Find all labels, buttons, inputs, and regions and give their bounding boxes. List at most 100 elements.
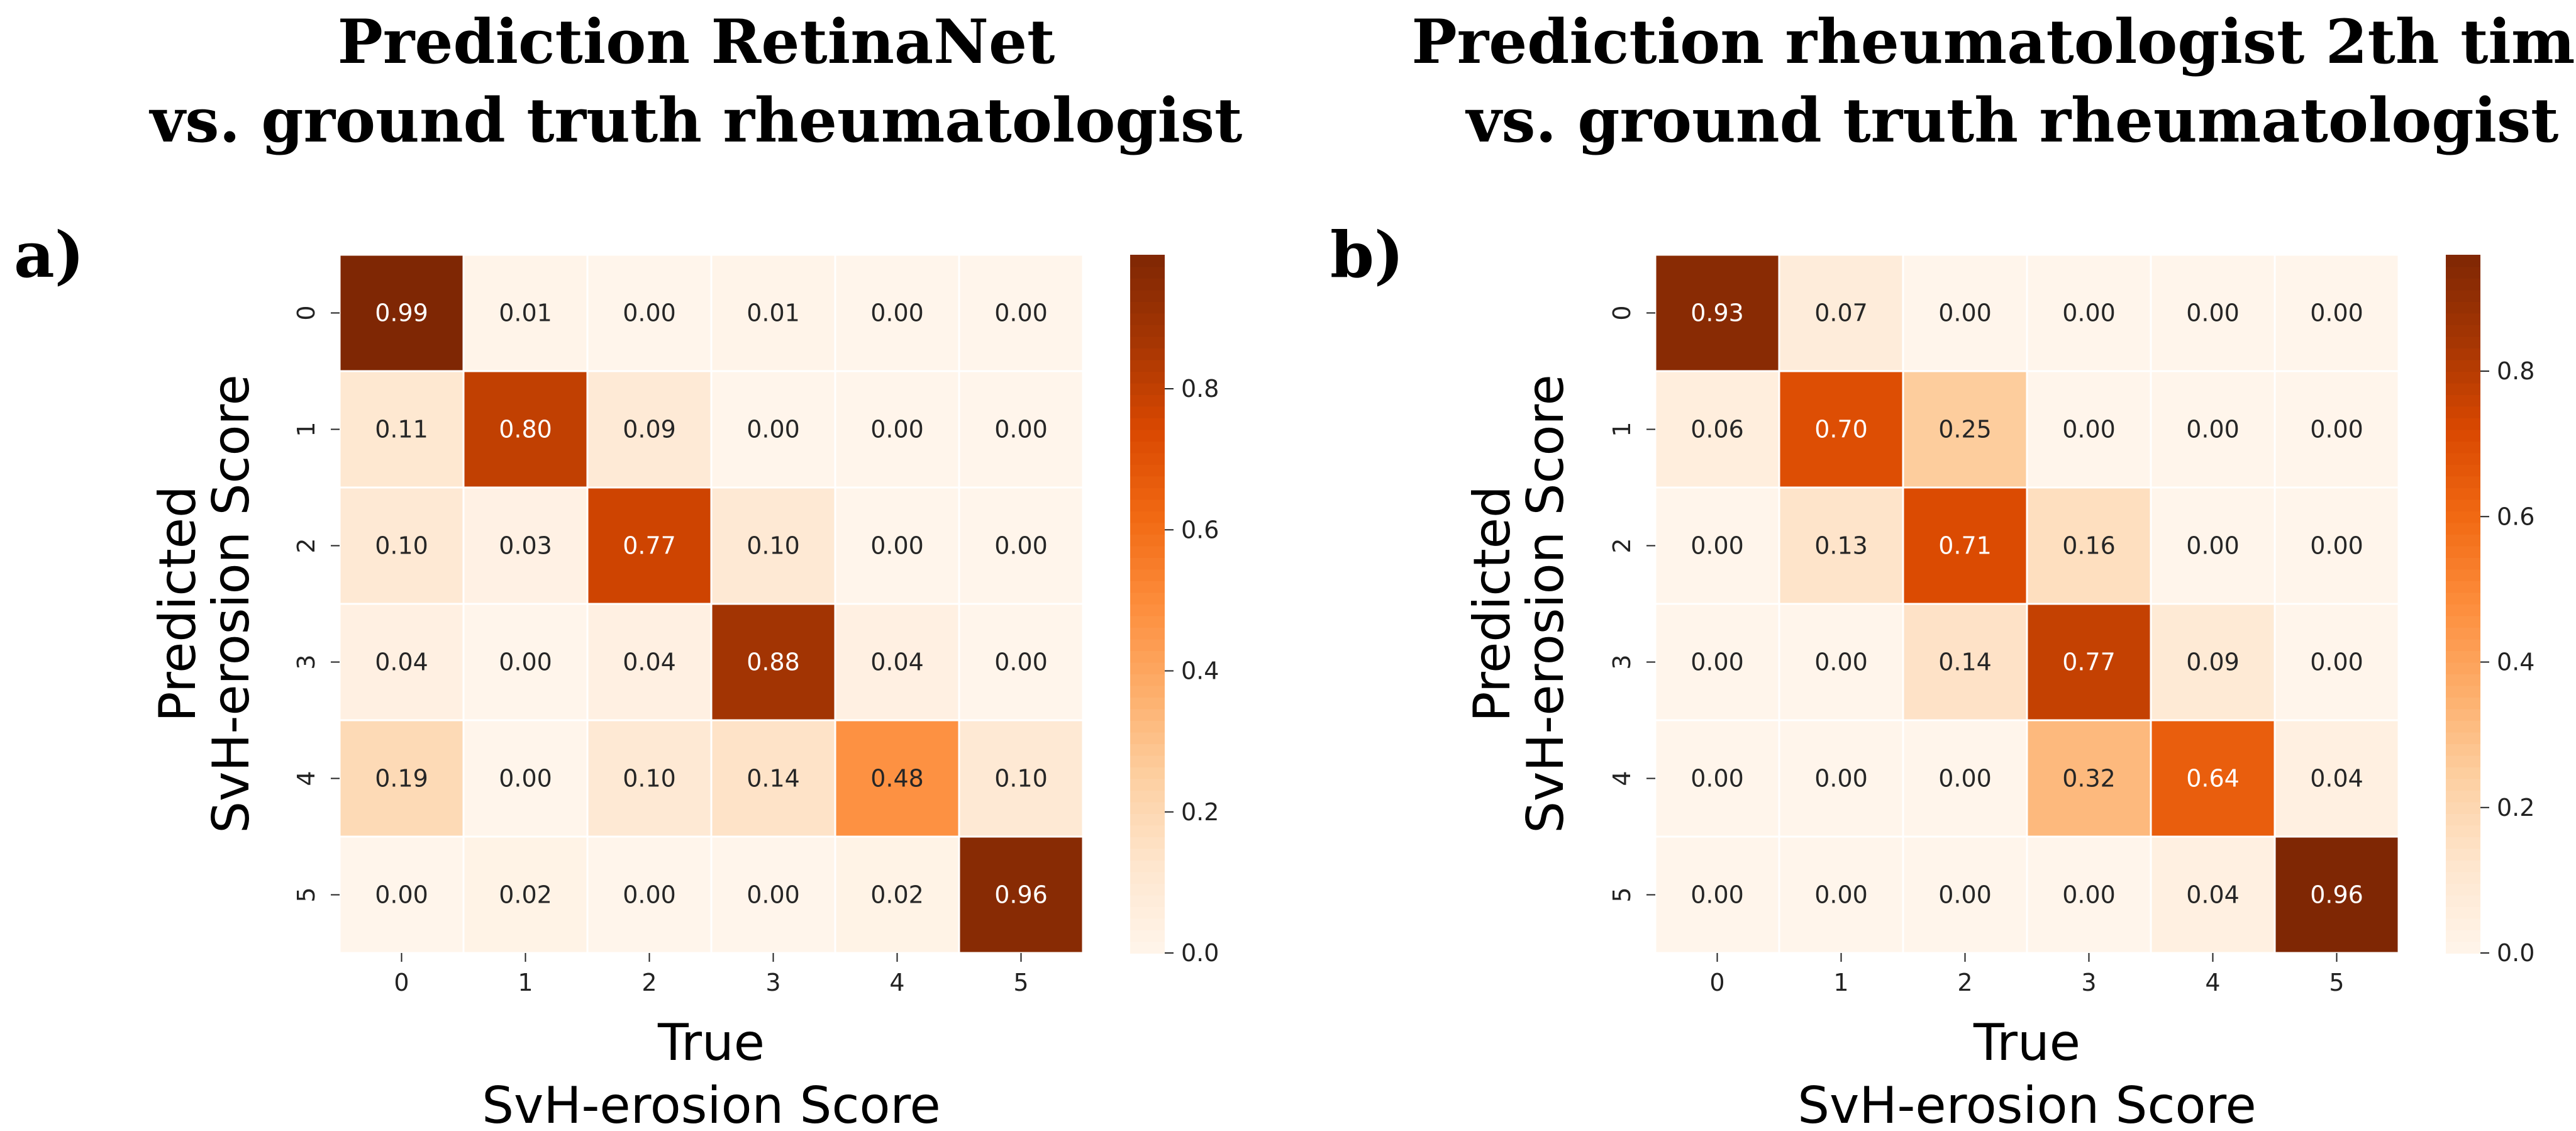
colorbar-segment xyxy=(2446,604,2480,616)
colorbar-segment xyxy=(1130,325,1165,337)
colorbar-segment xyxy=(2446,301,2480,314)
colorbar-segment xyxy=(2446,289,2480,302)
colorbar-segment xyxy=(1130,452,1165,465)
y-tick-label: 2 xyxy=(1608,538,1636,553)
cell-value-label: 0.10 xyxy=(375,532,428,560)
y-tick-label: 1 xyxy=(292,421,320,437)
colorbar-tick-label: 0.4 xyxy=(2497,649,2534,676)
colorbar-segment xyxy=(1130,313,1165,325)
x-tick-label: 3 xyxy=(765,969,780,996)
heatmap-cell xyxy=(1778,603,1904,722)
heatmap-cell xyxy=(462,486,589,605)
cell-value-label: 0.00 xyxy=(994,416,1048,443)
colorbar-segment xyxy=(2446,744,2480,756)
colorbar-tick-label: 0.4 xyxy=(1181,657,1219,685)
chart-title-line: Prediction RetinaNet xyxy=(338,6,1055,77)
x-tick-label: 5 xyxy=(2329,969,2344,996)
colorbar-segment xyxy=(2446,883,2480,896)
colorbar-segment xyxy=(2446,732,2480,744)
cell-value-label: 0.00 xyxy=(747,416,800,443)
x-tick-label: 0 xyxy=(1709,969,1724,996)
heatmap-cell xyxy=(958,719,1084,838)
colorbar-segment xyxy=(2446,894,2480,907)
cell-value-label: 0.00 xyxy=(1938,881,1992,909)
heatmap-cell xyxy=(2150,254,2276,372)
cell-value-label: 0.00 xyxy=(499,649,552,676)
colorbar-segment xyxy=(1130,301,1165,314)
colorbar-segment xyxy=(1130,406,1165,418)
colorbar-segment xyxy=(2446,941,2480,954)
x-tick-label: 2 xyxy=(1957,969,1972,996)
heatmap-cell xyxy=(2273,603,2400,722)
colorbar-tick-label: 0.6 xyxy=(1181,516,1219,543)
cell-value-label: 0.00 xyxy=(994,299,1048,327)
colorbar-segment xyxy=(2446,488,2480,500)
colorbar-tick-label: 0.2 xyxy=(2497,794,2534,822)
x-tick-label: 4 xyxy=(889,969,904,996)
cell-value-label: 0.99 xyxy=(375,299,428,327)
cell-value-label: 0.00 xyxy=(1814,649,1868,676)
cell-value-label: 0.02 xyxy=(499,881,552,909)
cell-value-label: 0.04 xyxy=(870,649,924,676)
heatmap-cell xyxy=(958,603,1084,722)
colorbar-segment xyxy=(2446,778,2480,791)
cell-value-label: 0.00 xyxy=(1814,765,1868,793)
colorbar-segment xyxy=(1130,522,1165,535)
colorbar-segment xyxy=(2446,685,2480,698)
colorbar-segment xyxy=(1130,930,1165,942)
colorbar-segment xyxy=(1130,348,1165,360)
cell-value-label: 0.00 xyxy=(2062,881,2116,909)
cell-value-label: 0.25 xyxy=(1938,416,1992,443)
colorbar-segment xyxy=(1130,278,1165,291)
colorbar-segment xyxy=(1130,708,1165,721)
cell-value-label: 0.04 xyxy=(623,649,676,676)
x-tick-label: 1 xyxy=(518,969,533,996)
heatmap-cell xyxy=(462,254,589,372)
colorbar-segment xyxy=(2446,755,2480,767)
colorbar-segment xyxy=(1130,906,1165,919)
cell-value-label: 0.96 xyxy=(2310,881,2363,909)
colorbar-segment xyxy=(1130,382,1165,395)
heatmap-cell xyxy=(2150,835,2276,954)
colorbar-segment xyxy=(1130,464,1165,477)
cell-value-label: 0.00 xyxy=(2310,649,2363,676)
colorbar-segment xyxy=(1130,545,1165,558)
x-axis-label-line: True xyxy=(1973,1013,2080,1072)
cell-value-label: 0.48 xyxy=(870,765,924,793)
colorbar-segment xyxy=(2446,790,2480,803)
colorbar-segment xyxy=(2446,848,2480,861)
x-tick-label: 3 xyxy=(2081,969,2096,996)
cell-value-label: 0.10 xyxy=(623,765,676,793)
cell-value-label: 0.00 xyxy=(2062,416,2116,443)
colorbar-segment xyxy=(1130,394,1165,407)
colorbar-segment xyxy=(2446,871,2480,884)
heatmap-cell xyxy=(2026,370,2152,489)
heatmap-cell xyxy=(338,835,465,954)
cell-value-label: 0.00 xyxy=(2186,416,2240,443)
colorbar-segment xyxy=(1130,429,1165,442)
heatmap-cell xyxy=(834,603,960,722)
heatmap-cell xyxy=(958,835,1084,954)
heatmap-cell xyxy=(462,603,589,722)
heatmap-cell xyxy=(710,719,836,838)
cell-value-label: 0.00 xyxy=(623,881,676,909)
heatmap-cell xyxy=(2026,719,2152,838)
colorbar-segment xyxy=(2446,255,2480,267)
heatmap-cell xyxy=(1902,370,2028,489)
colorbar-segment xyxy=(1130,441,1165,454)
heatmap-cell xyxy=(586,603,713,722)
cell-value-label: 0.00 xyxy=(2310,299,2363,327)
y-axis-label-line: Predicted xyxy=(1463,486,1521,722)
colorbar-segment xyxy=(1130,499,1165,511)
cell-value-label: 0.09 xyxy=(2186,649,2240,676)
colorbar-segment xyxy=(2446,708,2480,721)
colorbar-segment xyxy=(2446,382,2480,395)
colorbar-segment xyxy=(2446,278,2480,291)
colorbar-segment xyxy=(2446,452,2480,465)
colorbar-segment xyxy=(1130,289,1165,302)
colorbar-segment xyxy=(2446,476,2480,488)
colorbar-segment xyxy=(1130,488,1165,500)
x-tick-label: 2 xyxy=(641,969,657,996)
colorbar-segment xyxy=(1130,685,1165,698)
colorbar-segment xyxy=(1130,266,1165,279)
